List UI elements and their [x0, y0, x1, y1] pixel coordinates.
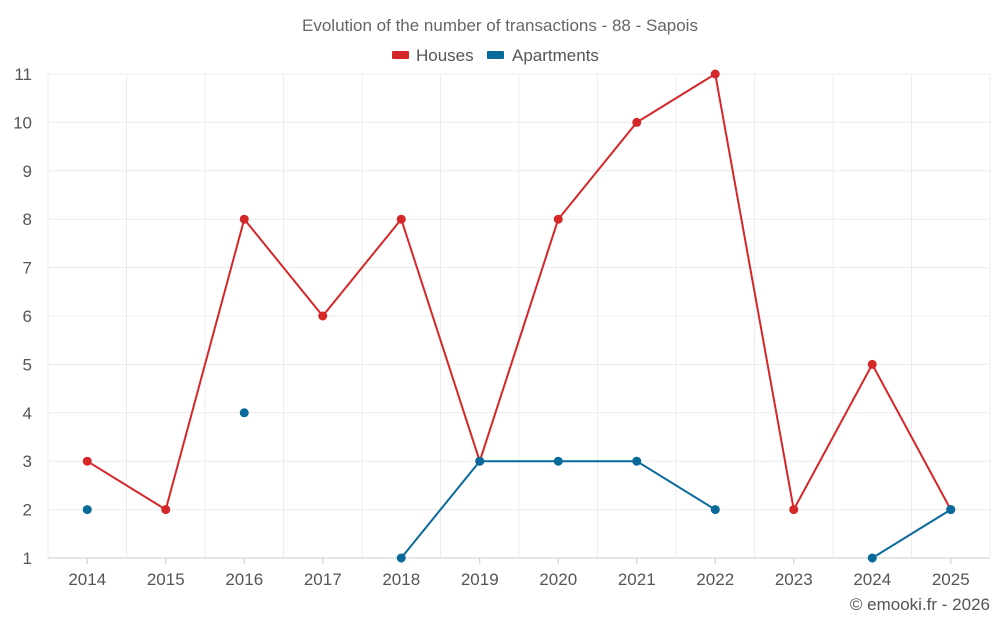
x-tick-label: 2022 [696, 570, 734, 589]
legend-swatch-houses [392, 51, 409, 59]
x-tick-label: 2017 [304, 570, 342, 589]
data-point-apartments-2022 [710, 505, 720, 515]
y-tick-label: 9 [23, 162, 32, 181]
data-point-houses-2017 [318, 311, 328, 321]
data-point-houses-2020 [553, 214, 563, 224]
series-apartments [82, 408, 956, 563]
y-tick-label: 5 [23, 355, 32, 374]
data-point-houses-2016 [239, 214, 249, 224]
x-tick-label: 2018 [382, 570, 420, 589]
data-point-apartments-2014 [82, 505, 92, 515]
y-tick-label: 7 [23, 259, 32, 278]
x-tick-label: 2016 [225, 570, 263, 589]
legend-label-houses: Houses [416, 46, 474, 65]
data-point-apartments-2021 [632, 456, 642, 466]
data-point-apartments-2016 [239, 408, 249, 418]
y-tick-label: 11 [14, 65, 32, 84]
y-tick-label: 8 [23, 210, 32, 229]
y-tick-label: 6 [23, 307, 32, 326]
legend-label-apartments: Apartments [512, 46, 599, 65]
series-line-apartments [871, 508, 952, 559]
data-point-apartments-2024 [867, 553, 877, 563]
series [82, 69, 956, 563]
y-tick-label: 4 [23, 404, 32, 423]
x-tick-label: 2015 [147, 570, 185, 589]
gridlines [47, 73, 991, 559]
y-tick-label: 2 [23, 501, 32, 520]
data-point-houses-2014 [82, 456, 92, 466]
data-point-houses-2022 [710, 69, 720, 79]
x-tick-label: 2025 [932, 570, 970, 589]
legend: Houses Apartments [392, 46, 599, 65]
data-point-houses-2018 [396, 214, 406, 224]
chart-title: Evolution of the number of transactions … [302, 16, 698, 35]
x-tick-label: 2023 [775, 570, 813, 589]
y-tick-label: 10 [13, 113, 32, 132]
data-point-houses-2021 [632, 117, 642, 127]
data-point-apartments-2018 [396, 553, 406, 563]
x-tick-label: 2021 [618, 570, 656, 589]
legend-item-apartments[interactable]: Apartments [487, 46, 599, 65]
y-tick-label: 1 [23, 549, 32, 568]
x-tick-label: 2024 [853, 570, 891, 589]
series-line-houses [86, 73, 952, 511]
axes: 1 2 3 4 5 6 7 8 9 10 11 2014 2015 2016 2017 2018 2019 202… [13, 65, 990, 589]
data-point-houses-2015 [161, 505, 171, 515]
data-point-apartments-2019 [475, 456, 485, 466]
data-point-apartments-2025 [946, 505, 956, 515]
x-tick-label: 2020 [539, 570, 577, 589]
x-tick-label: 2019 [461, 570, 499, 589]
credit-text: © emooki.fr - 2026 [850, 595, 990, 614]
data-point-apartments-2020 [553, 456, 563, 466]
data-point-houses-2023 [789, 505, 799, 515]
data-point-houses-2024 [867, 359, 877, 369]
legend-item-houses[interactable]: Houses [392, 46, 474, 65]
x-tick-label: 2014 [68, 570, 106, 589]
legend-swatch-apartments [487, 51, 504, 59]
y-tick-label: 3 [23, 452, 32, 471]
